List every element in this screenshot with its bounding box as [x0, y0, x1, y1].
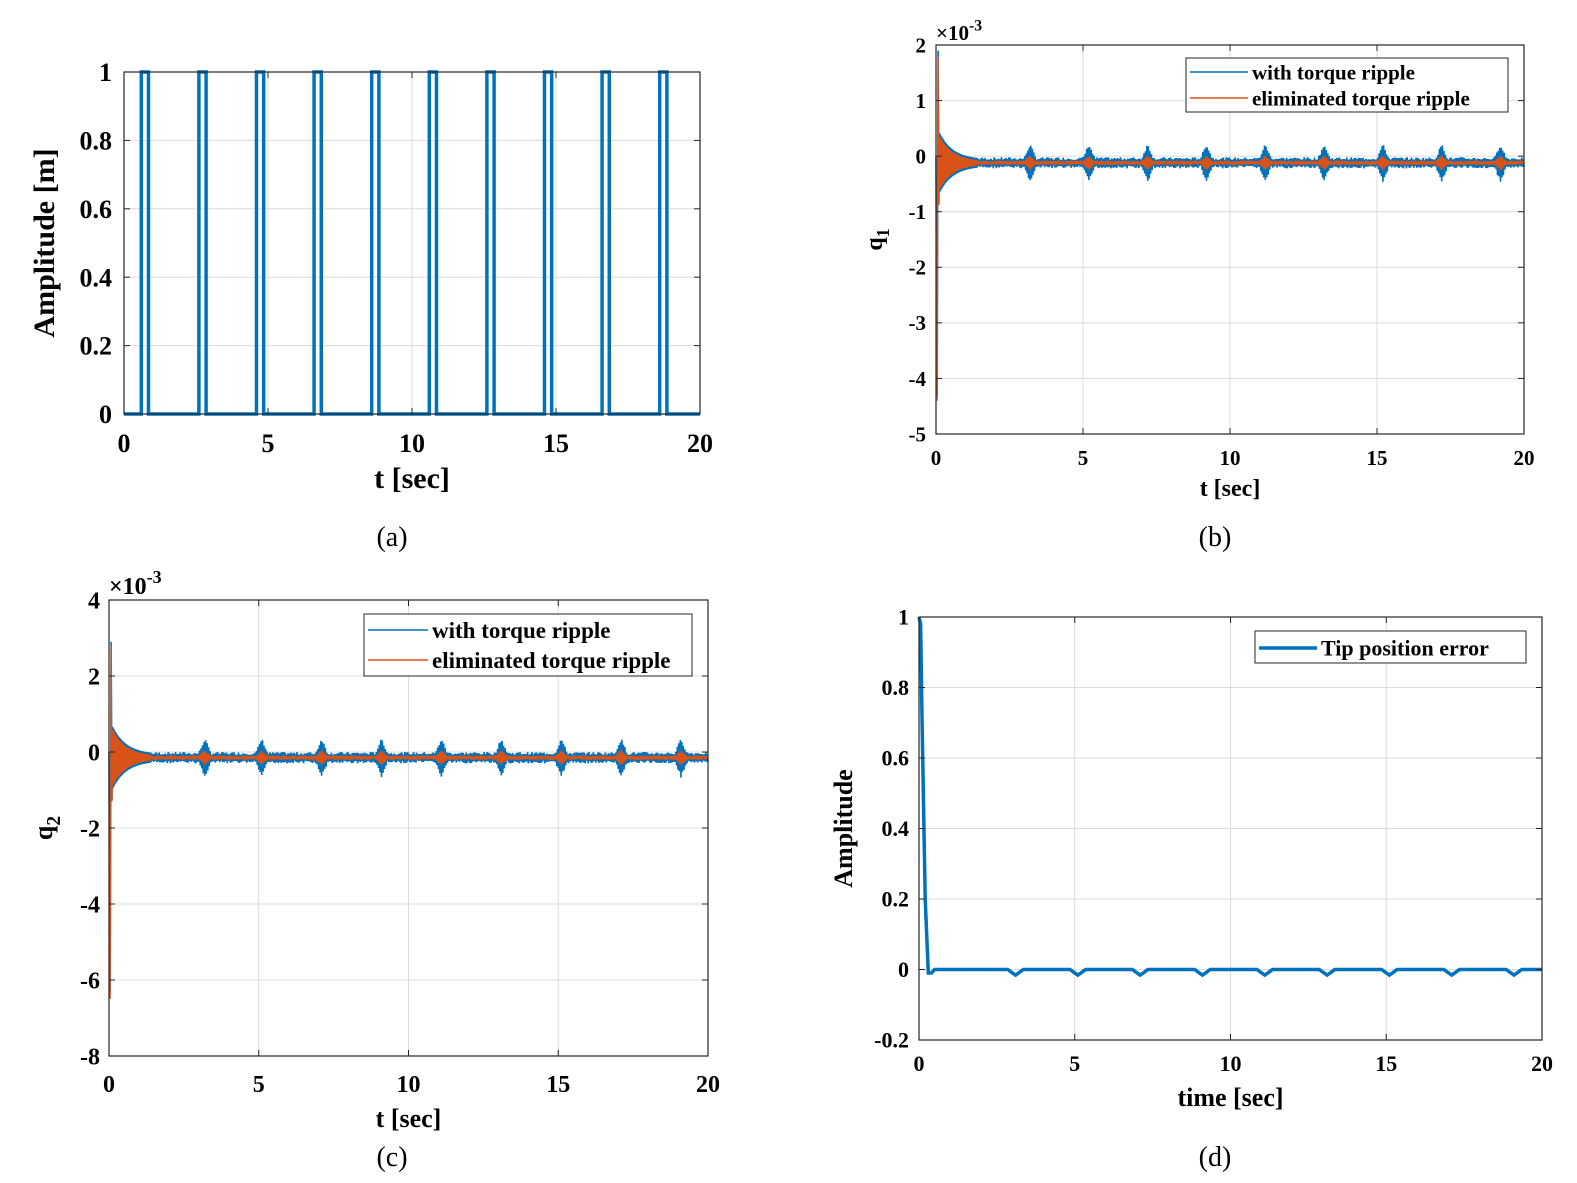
y-tick-label: 0.8	[882, 675, 910, 700]
response-line	[935, 56, 1525, 401]
y-tick-label: 0	[898, 957, 909, 982]
x-tick-label: 0	[914, 1051, 925, 1076]
legend-label: eliminated torque ripple	[1252, 86, 1470, 110]
y-tick-label: -3	[909, 311, 927, 335]
y-tick-label: 0.8	[80, 127, 113, 156]
x-axis-label: t [sec]	[374, 462, 450, 495]
series-tip-position-error	[917, 616, 1542, 978]
chart-panel-c: 0 5 10 15 20 -8 -6 -4 -2 0 2 4 ×10-3 t [sec] q2 with to…	[29, 567, 720, 1173]
x-tick-label: 0	[103, 1072, 115, 1098]
panel-caption: (b)	[1199, 522, 1232, 553]
error-line	[917, 616, 1542, 978]
y-tick-label: 0.6	[882, 746, 910, 771]
y-axis-label: q2	[29, 816, 65, 840]
x-tick-label: 20	[696, 1072, 720, 1098]
exponent-label: ×10-3	[109, 567, 162, 600]
chart-panel-a: 0 5 10 15 20 0 0.2 0.4 0.6 0.8 1 t [sec] Amplitude […	[28, 58, 713, 553]
y-tick-label: -5	[909, 422, 927, 446]
x-tick-label: 10	[397, 1072, 421, 1098]
response-line	[108, 645, 709, 1000]
y-tick-label: 0	[99, 400, 112, 429]
y-axis-label: Amplitude [m]	[28, 148, 61, 337]
y-tick-label: 1	[916, 89, 927, 113]
legend-label: with torque ripple	[432, 618, 610, 643]
legend: Tip position error	[1254, 630, 1527, 664]
legend-label: Tip position error	[1321, 636, 1489, 661]
x-tick-label: 20	[1531, 1051, 1553, 1076]
x-tick-label: 20	[1514, 446, 1535, 470]
chart-panel-b: 0 5 10 15 20 -5 -4 -3 -2 -1 0 1 2 ×10-3 t [sec] q1 with …	[862, 18, 1535, 553]
series-eliminated-torque-ripple	[108, 645, 709, 1000]
x-tick-label: 5	[1078, 446, 1089, 470]
y-tick-label: 0	[916, 144, 927, 168]
panel-caption: (a)	[376, 522, 407, 553]
legend-box	[1185, 57, 1509, 113]
y-tick-label: 2	[916, 33, 927, 57]
x-tick-label: 10	[1220, 446, 1241, 470]
y-tick-label: 0.4	[882, 816, 910, 841]
series-eliminated-torque-ripple	[935, 56, 1525, 401]
x-tick-label: 10	[1220, 1051, 1242, 1076]
y-tick-label: 0	[88, 740, 100, 766]
legend-label: with torque ripple	[1252, 60, 1415, 84]
panel-caption: (c)	[376, 1142, 407, 1173]
y-axis-label: Amplitude	[829, 769, 858, 887]
y-tick-label: 0.6	[80, 195, 113, 224]
y-tick-label: 1	[99, 58, 112, 87]
x-tick-label: 15	[1367, 446, 1388, 470]
y-tick-label: 0.2	[882, 887, 910, 912]
y-tick-label: 2	[88, 664, 100, 690]
y-tick-label: -1	[909, 200, 927, 224]
x-tick-label: 10	[399, 429, 425, 458]
x-tick-label: 15	[1375, 1051, 1397, 1076]
x-axis-label: t [sec]	[1200, 476, 1261, 502]
panel-caption: (d)	[1199, 1142, 1232, 1173]
x-axis-label: t [sec]	[376, 1104, 442, 1133]
x-tick-label: 5	[1069, 1051, 1080, 1076]
y-tick-label: -0.2	[874, 1028, 909, 1053]
legend: with torque ripple eliminated torque ripp…	[363, 613, 693, 677]
exponent-label: ×10-3	[936, 18, 982, 45]
y-tick-label: 0.2	[80, 332, 113, 361]
x-tick-label: 20	[687, 429, 713, 458]
x-tick-label: 5	[262, 429, 275, 458]
x-tick-label: 15	[546, 1072, 570, 1098]
y-tick-label: 4	[88, 588, 100, 614]
y-tick-label: -4	[909, 367, 927, 391]
legend-label: eliminated torque ripple	[432, 648, 671, 673]
y-tick-label: 1	[898, 605, 909, 630]
x-tick-label: 0	[931, 446, 942, 470]
x-tick-label: 0	[118, 429, 131, 458]
x-tick-label: 5	[253, 1072, 265, 1098]
y-tick-label: -4	[80, 892, 100, 918]
y-tick-label: -6	[80, 968, 100, 994]
y-tick-label: -2	[80, 816, 100, 842]
x-axis-label: time [sec]	[1177, 1083, 1283, 1112]
y-tick-label: 0.4	[80, 263, 113, 292]
x-tick-label: 15	[543, 429, 569, 458]
y-tick-label: -2	[909, 256, 927, 280]
y-tick-label: -8	[80, 1044, 100, 1070]
legend-box	[363, 613, 693, 677]
y-axis-label: q1	[862, 228, 893, 250]
